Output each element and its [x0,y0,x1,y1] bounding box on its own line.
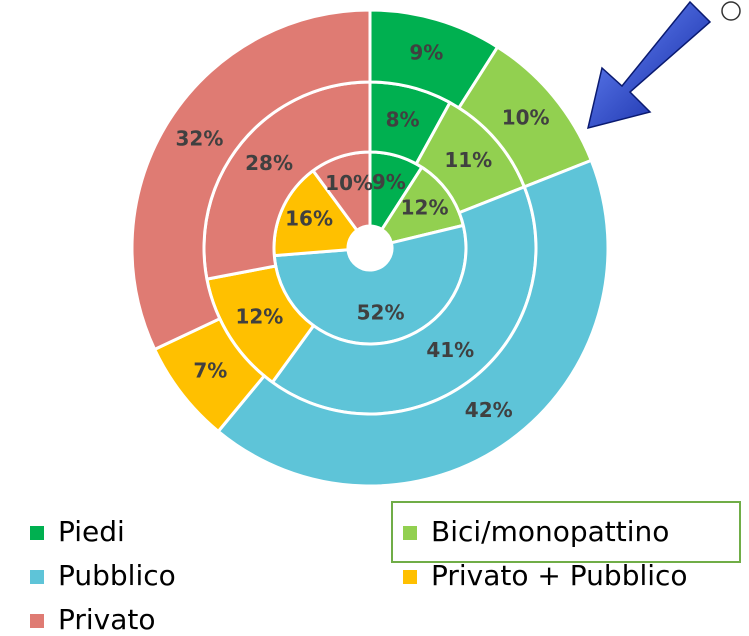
value-label: 16% [285,207,333,231]
value-label: 9% [409,41,443,65]
arrow-icon [586,0,712,130]
highlight-box [391,501,741,563]
legend-swatch [30,570,44,584]
value-label: 42% [465,398,513,422]
value-label: 10% [325,171,373,195]
legend-label: Piedi [58,515,125,548]
slice [216,158,610,488]
legend-swatch [30,526,44,540]
value-label: 10% [502,106,550,130]
legend-label: Privato + Pubblico [431,559,688,592]
value-label: 7% [193,358,227,382]
value-label: 41% [426,338,474,362]
value-label: 52% [357,301,405,325]
legend-swatch [30,614,44,628]
value-label: 11% [444,148,492,172]
icon [721,1,741,21]
legend-label: Pubblico [58,559,176,592]
legend-swatch [403,526,417,540]
value-label: 32% [176,126,224,150]
value-label: 8% [386,108,420,132]
value-label: 28% [245,151,293,175]
legend-label: Bici/monopattino [431,515,669,548]
legend-label: Privato [58,603,156,636]
legend-swatch [403,570,417,584]
value-label: 9% [372,170,406,194]
slice [130,8,372,352]
value-label: 12% [235,305,283,329]
value-label: 12% [401,196,449,220]
